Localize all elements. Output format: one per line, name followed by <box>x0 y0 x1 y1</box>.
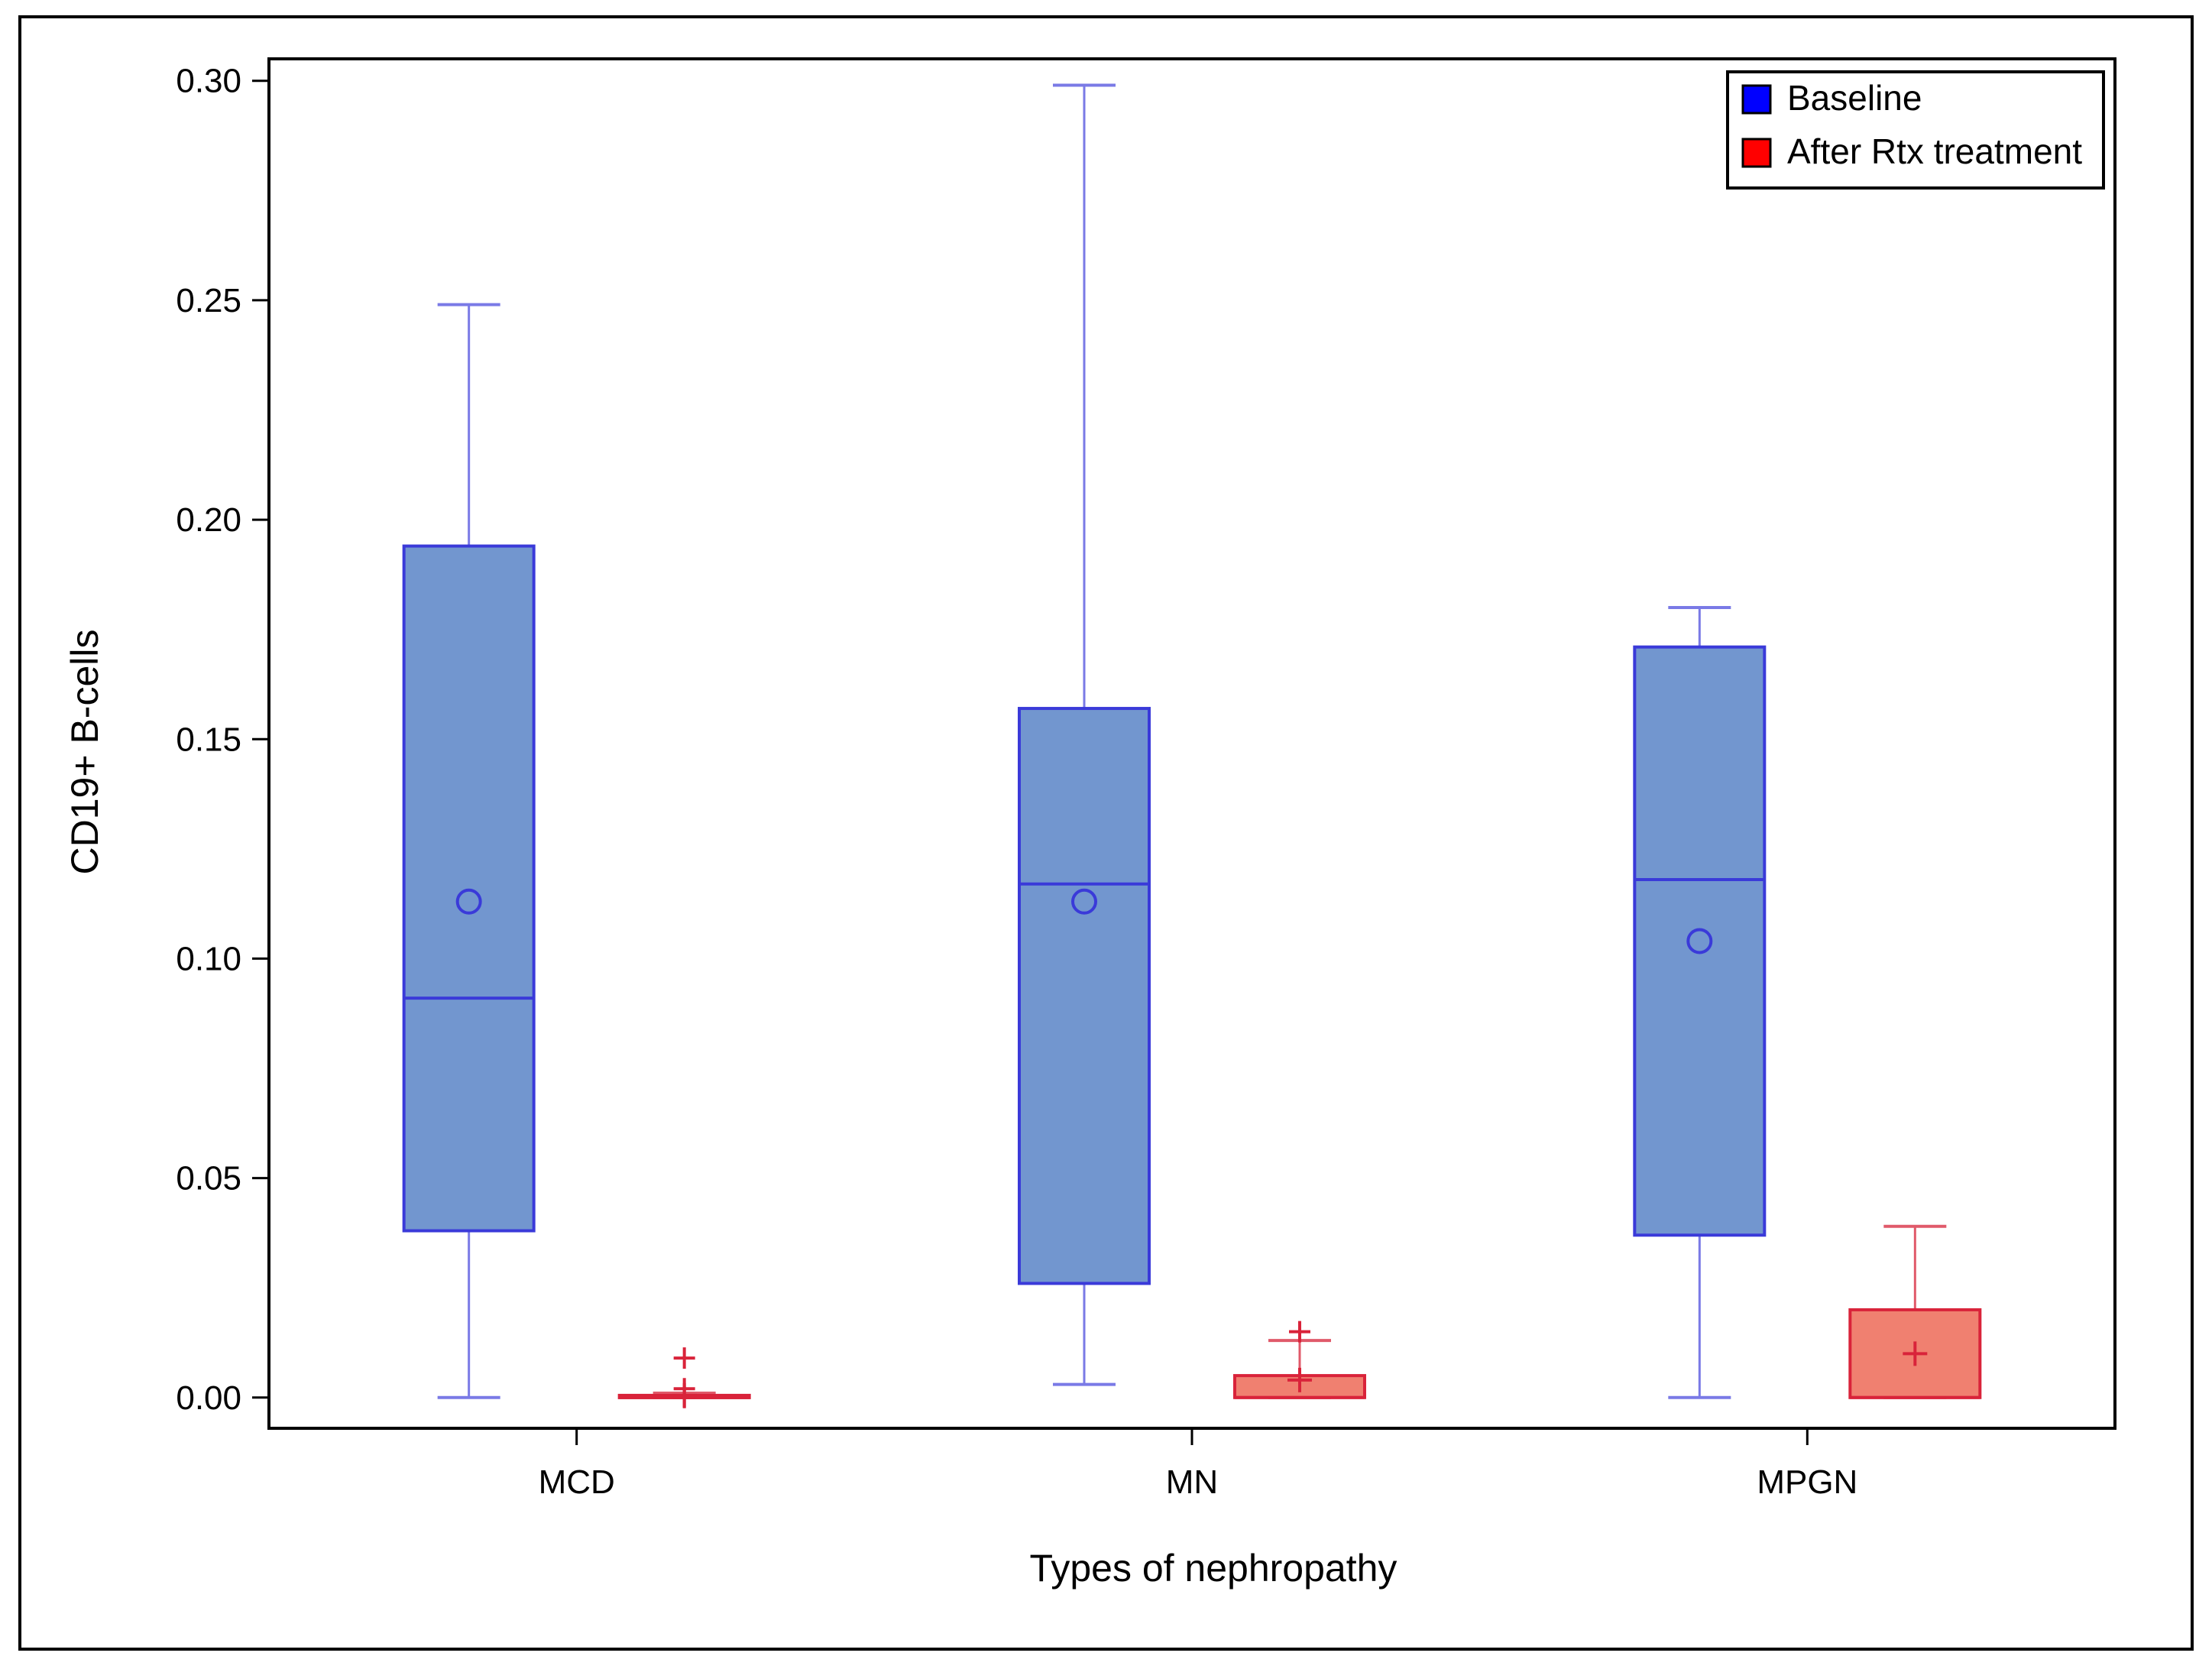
box-mcd <box>402 303 536 1399</box>
box-mn <box>1018 83 1151 1386</box>
y-tick-label: 0.25 <box>176 282 241 319</box>
x-tick-label: MN <box>1166 1463 1218 1501</box>
x-tick-label: MPGN <box>1757 1463 1857 1501</box>
legend-label-after-rtx: After Rtx treatment <box>1787 131 2082 171</box>
y-tick-label: 0.00 <box>176 1379 241 1417</box>
outlier-marker <box>673 1386 695 1408</box>
y-tick-label: 0.30 <box>176 63 241 100</box>
iqr-box <box>1633 645 1767 1237</box>
legend-swatch-baseline <box>1741 84 1772 115</box>
y-tick-label: 0.05 <box>176 1160 241 1197</box>
mean-marker <box>1287 1367 1312 1392</box>
figure-frame: 0.00 0.05 0.10 0.15 0.20 0.25 0.30 MCD MN MPGN C… <box>18 15 2194 1651</box>
outlier-marker <box>1289 1321 1310 1343</box>
box-mn <box>1233 1321 1366 1399</box>
mean-marker <box>1071 888 1097 915</box>
mean-marker <box>1686 928 1713 954</box>
outlier-marker <box>673 1347 695 1369</box>
x-tick-label: MCD <box>539 1463 615 1501</box>
series-baseline <box>402 83 1767 1399</box>
y-tick-label: 0.10 <box>176 940 241 977</box>
plot-area <box>267 57 2116 1430</box>
legend: Baseline After Rtx treatment <box>1726 70 2105 190</box>
box-mcd <box>617 1347 751 1408</box>
y-tick-label: 0.15 <box>176 721 241 758</box>
box-mpgn <box>1848 1224 1982 1399</box>
box-mpgn <box>1633 605 1767 1399</box>
x-axis-label: Types of nephropathy <box>1030 1547 1397 1590</box>
legend-box <box>1726 70 2105 190</box>
x-axis: MCD MN MPGN <box>539 1428 1857 1501</box>
iqr-box <box>402 544 536 1233</box>
plot-border <box>267 57 2116 1430</box>
mean-marker <box>455 888 482 915</box>
mean-marker <box>1903 1341 1928 1366</box>
legend-swatch-after-rtx <box>1741 138 1772 168</box>
y-axis: 0.00 0.05 0.10 0.15 0.20 0.25 0.30 <box>176 63 269 1417</box>
box-series-group <box>402 83 1982 1408</box>
y-axis-label: CD19+ B-cells <box>63 630 106 875</box>
iqr-box <box>1018 707 1151 1285</box>
y-tick-label: 0.20 <box>176 501 241 539</box>
series-after-rtx <box>617 1224 1982 1408</box>
legend-label-baseline: Baseline <box>1787 78 1922 118</box>
boxplot-chart: 0.00 0.05 0.10 0.15 0.20 0.25 0.30 MCD MN MPGN C… <box>63 57 2116 1590</box>
